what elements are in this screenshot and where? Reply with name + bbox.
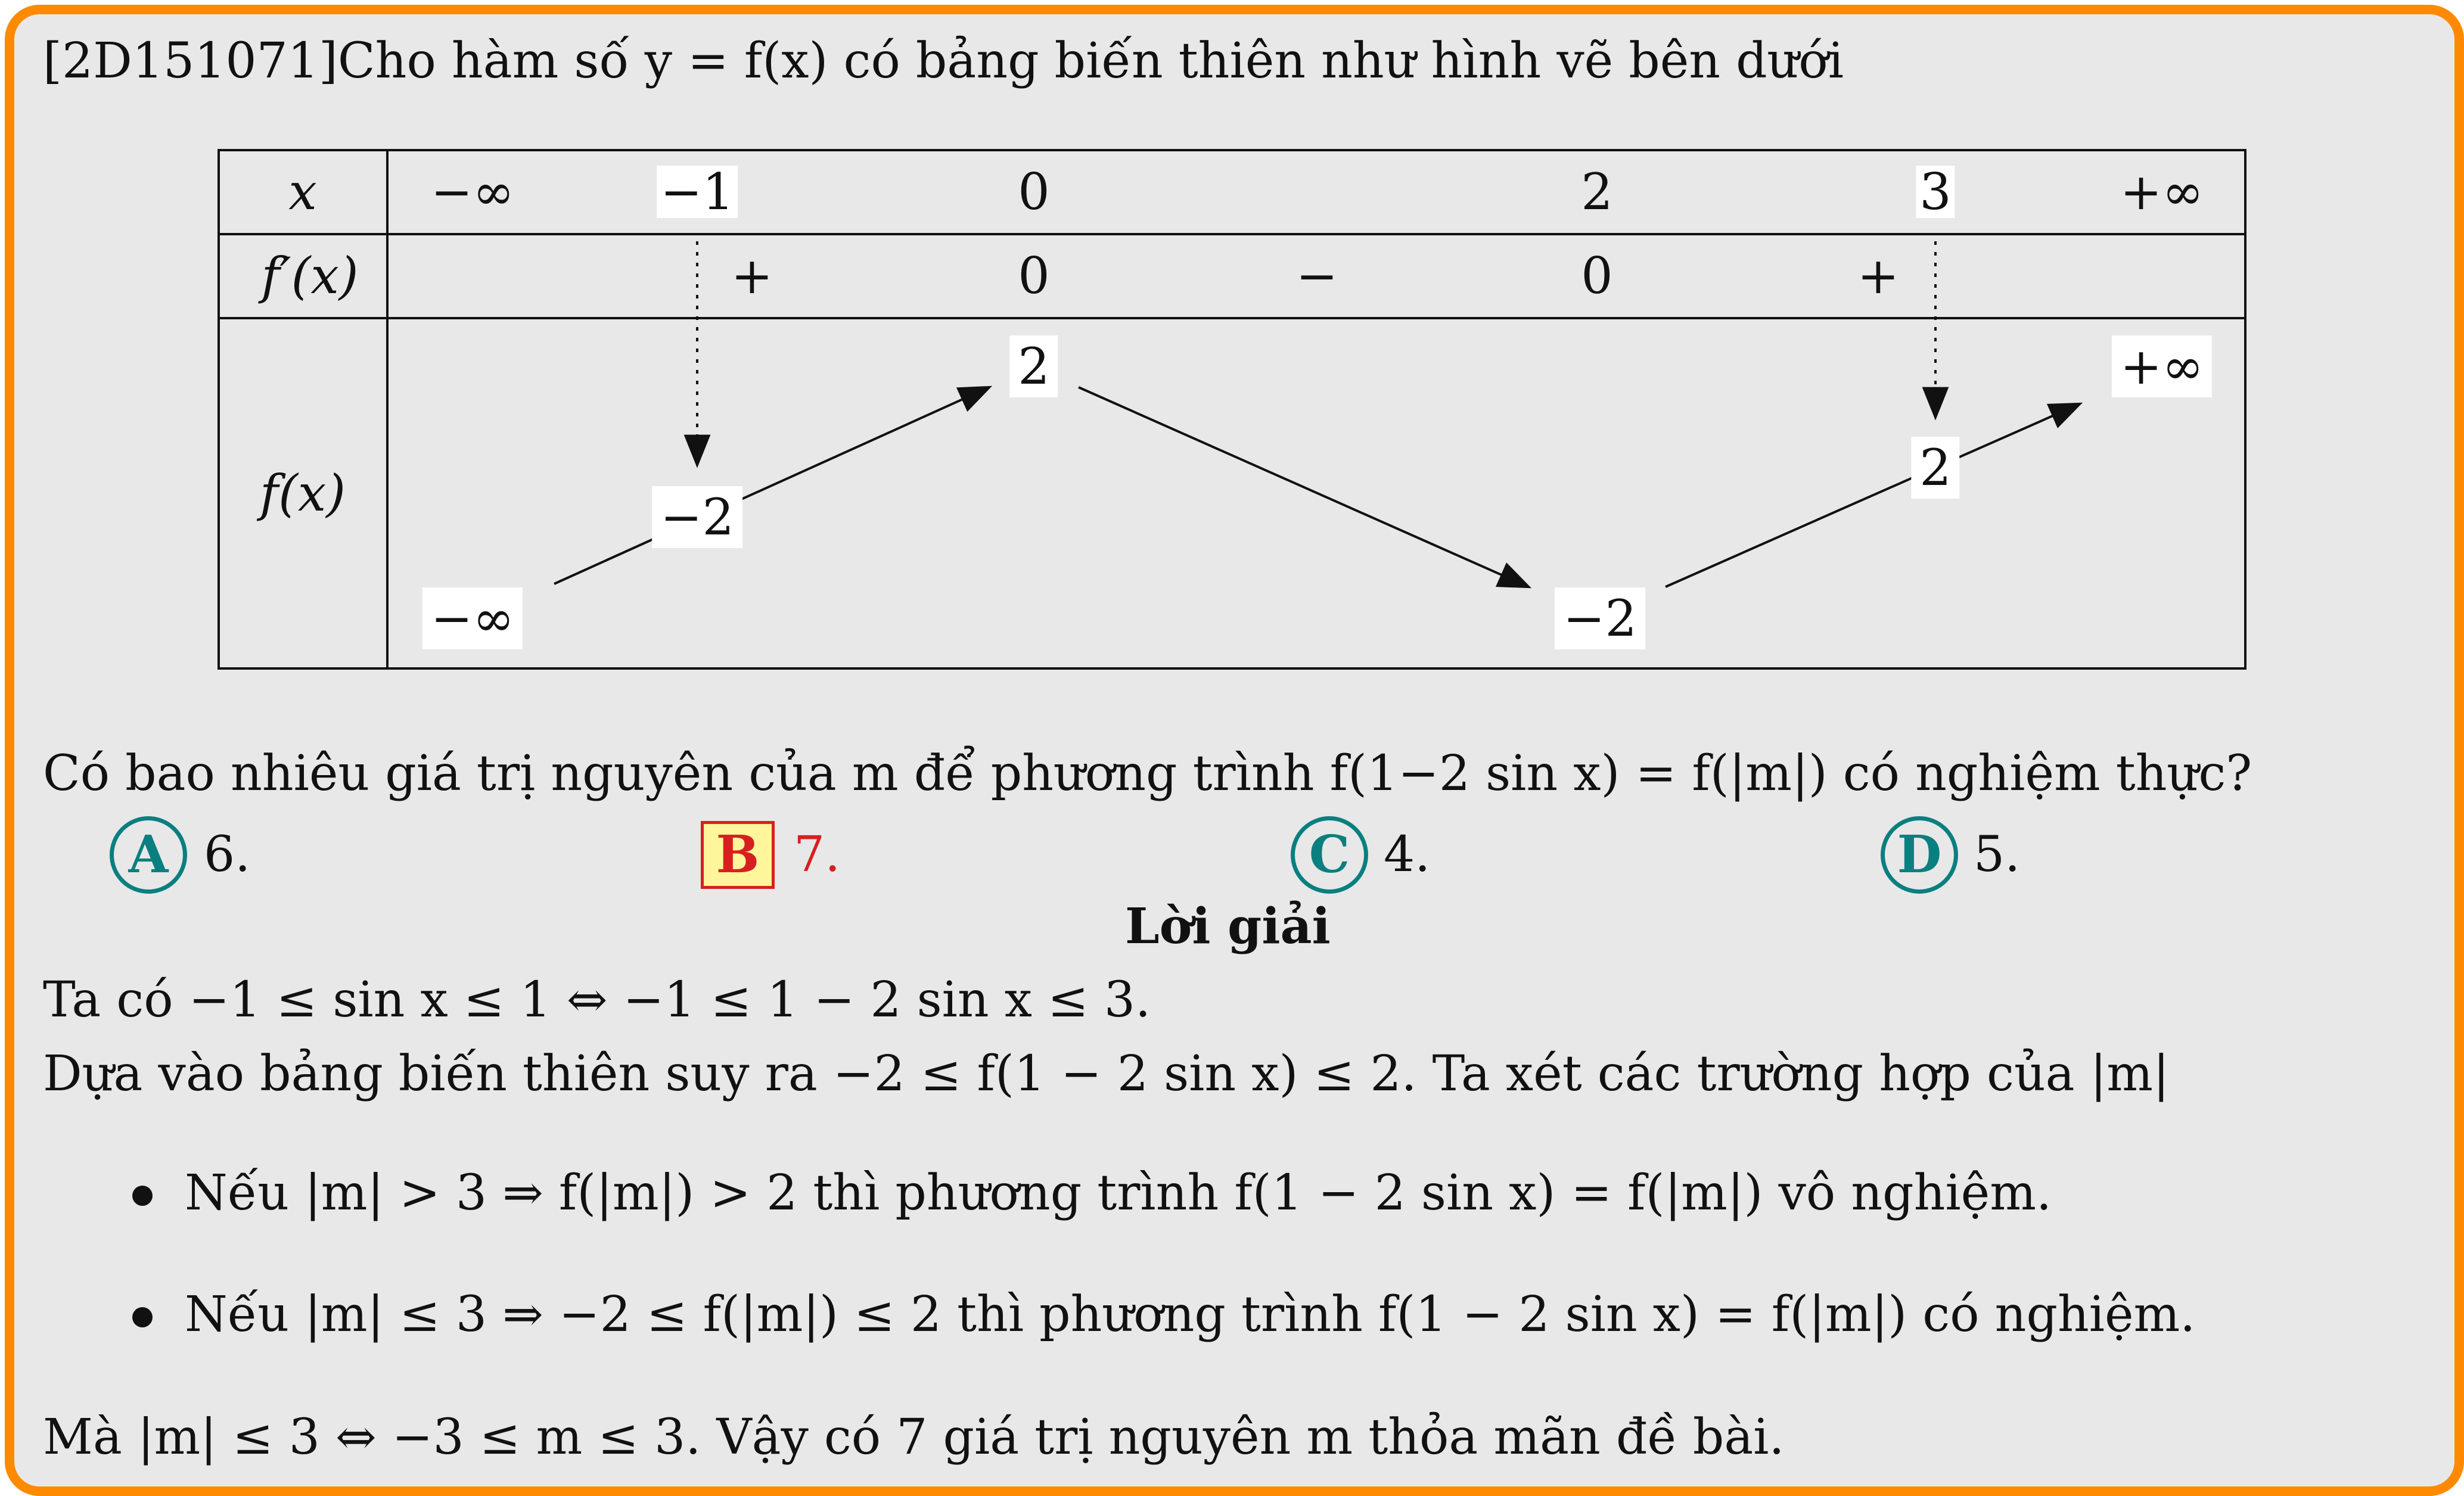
f-value: −2 (652, 486, 742, 548)
derivative-zero: 0 (1581, 247, 1613, 305)
arrow-increase-2 (1665, 402, 2083, 588)
table-border (217, 149, 2247, 670)
derivative-zero: 0 (1018, 247, 1050, 305)
x-value: 0 (1018, 163, 1050, 221)
f-value: 2 (1009, 335, 1058, 397)
f-value: −2 (1555, 587, 1645, 649)
arrow-increase-1 (554, 385, 993, 585)
bullet-dot (132, 1186, 153, 1206)
solution-conclusion: Mà |m| ≤ 3 ⇔ −3 ≤ m ≤ 3. Vậy có 7 giá tr… (43, 1409, 1785, 1466)
solution-line-1: Ta có −1 ≤ sin x ≤ 1 ⇔ −1 ≤ 1 − 2 sin x … (43, 972, 1151, 1028)
solution-line-2: Dựa vào bảng biến thiên suy ra −2 ≤ f(1 … (43, 1046, 2170, 1102)
x-value: 3 (1916, 166, 1955, 218)
option-c-value: 4. (1384, 826, 1431, 883)
row-label-x: x (288, 163, 317, 221)
row-label-fprime: f′(x) (261, 247, 359, 305)
option-a-value: 6. (204, 826, 251, 883)
x-value: +∞ (2120, 163, 2204, 221)
solution-heading: Lời giải (1125, 898, 1331, 955)
bullet-dot (132, 1307, 153, 1327)
option-b-value: 7. (794, 826, 841, 883)
question-text: Có bao nhiêu giá trị nguyên của m để phư… (43, 745, 2252, 802)
option-a-circle[interactable]: A (110, 816, 187, 894)
x-value: 2 (1581, 163, 1613, 221)
row-label-f: f(x) (259, 464, 346, 522)
solution-bullet-2: Nếu |m| ≤ 3 ⇒ −2 ≤ f(|m|) ≤ 2 thì phương… (185, 1286, 2196, 1343)
solution-bullet-1: Nếu |m| > 3 ⇒ f(|m|) > 2 thì phương trìn… (185, 1165, 2052, 1221)
x-value: −∞ (430, 163, 515, 221)
x-value: −1 (657, 166, 738, 218)
derivative-sign: − (1295, 247, 1338, 305)
f-value: 2 (1911, 437, 1960, 499)
f-value: +∞ (2111, 335, 2213, 397)
option-b-box[interactable]: B (701, 821, 775, 889)
derivative-sign: + (1857, 247, 1900, 305)
option-d-value: 5. (1974, 826, 2021, 883)
option-d-circle[interactable]: D (1881, 816, 1958, 894)
problem-card (5, 5, 2464, 1496)
f-value: −∞ (422, 587, 523, 649)
derivative-sign: + (731, 247, 773, 305)
option-c-circle[interactable]: C (1291, 816, 1368, 894)
arrow-decrease (1078, 386, 1532, 589)
question-intro: [2D151071]Cho hàm số y = f(x) có bảng bi… (43, 33, 1844, 89)
